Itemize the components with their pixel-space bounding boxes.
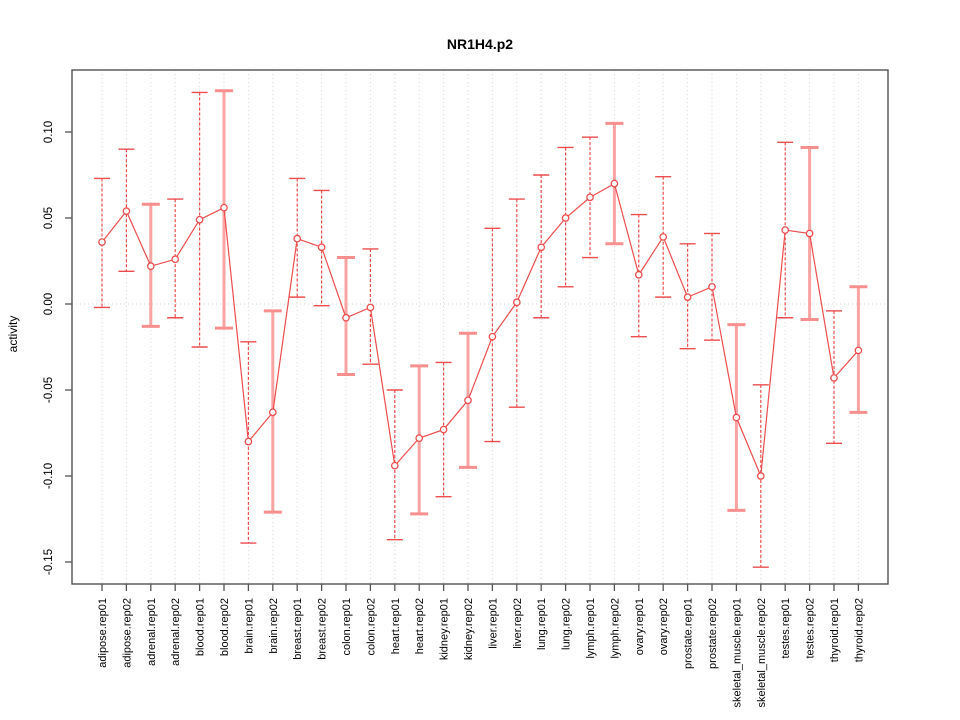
data-point-marker <box>390 461 399 470</box>
x-category-label: thyroid.rep01 <box>829 598 841 662</box>
data-point-marker <box>561 214 570 222</box>
plot-frame <box>71 69 889 585</box>
x-category-label: prostate.rep01 <box>683 598 695 669</box>
y-tick-label: 0.05 <box>43 207 55 229</box>
data-point-marker <box>683 293 692 301</box>
y-tick-label: 0.00 <box>43 293 55 315</box>
data-point-marker <box>537 243 546 252</box>
x-category-label: liver.rep02 <box>512 598 524 649</box>
data-point-marker <box>756 472 765 480</box>
x-category-label: thyroid.rep02 <box>853 598 865 662</box>
x-category-label: brain.rep02 <box>268 598 280 654</box>
data-point-marker <box>342 313 350 322</box>
data-point-marker <box>732 413 741 422</box>
x-category-label: lung.rep01 <box>536 598 548 650</box>
x-category-label: heart.rep01 <box>390 598 402 654</box>
x-category-label: colon.rep02 <box>365 598 377 656</box>
x-category-label: kidney.rep01 <box>439 598 451 660</box>
chart-title: NR1H4.p2 <box>446 36 514 52</box>
x-category-label: lung.rep02 <box>561 598 573 650</box>
data-point-marker <box>708 282 716 291</box>
x-category-label: skeletal_muscle.rep01 <box>731 598 743 707</box>
x-category-label: testes.rep02 <box>805 598 817 659</box>
x-category-label: ovary.rep02 <box>658 598 670 655</box>
x-category-label: lymph.rep01 <box>585 598 597 659</box>
data-point-marker <box>317 243 326 252</box>
x-category-label: kidney.rep02 <box>463 598 475 660</box>
data-point-marker <box>830 374 838 382</box>
data-point-marker <box>805 229 814 238</box>
x-category-label: lymph.rep02 <box>609 598 621 659</box>
data-point-marker <box>464 396 472 405</box>
data-point-marker <box>488 332 497 341</box>
data-point-marker <box>781 226 790 234</box>
x-category-label: adipose.rep02 <box>121 598 133 668</box>
x-category-label: liver.rep01 <box>487 598 499 649</box>
x-category-label: breast.rep01 <box>292 598 304 660</box>
x-category-label: adipose.rep01 <box>97 598 109 668</box>
data-point-marker <box>659 233 668 241</box>
data-point-marker <box>854 346 863 355</box>
data-point-marker <box>366 303 375 312</box>
data-point-marker <box>439 425 448 434</box>
data-point-marker <box>195 215 204 224</box>
data-point-marker <box>98 238 106 246</box>
x-category-label: skeletal_muscle.rep02 <box>756 598 768 707</box>
y-tick-label: -0.15 <box>43 549 55 575</box>
data-point-marker <box>512 298 521 307</box>
x-category-label: ovary.rep01 <box>634 598 646 655</box>
x-category-label: heart.rep02 <box>414 598 426 654</box>
data-point-marker <box>293 234 302 243</box>
data-point-marker <box>220 203 228 212</box>
data-point-marker <box>122 207 131 215</box>
series-line <box>101 182 859 477</box>
data-point-marker <box>171 255 180 264</box>
x-category-label: breast.rep02 <box>317 598 329 660</box>
x-category-label: prostate.rep02 <box>707 598 719 669</box>
x-category-label: colon.rep01 <box>341 598 353 656</box>
x-category-label: adrenal.rep01 <box>146 598 158 666</box>
x-category-label: blood.rep01 <box>195 598 207 656</box>
data-point-marker <box>244 437 253 446</box>
data-point-marker <box>268 408 277 417</box>
y-tick-label: 0.10 <box>43 121 55 143</box>
data-point-marker <box>610 179 619 188</box>
x-category-label: brain.rep01 <box>243 598 255 654</box>
x-category-label: adrenal.rep02 <box>170 598 182 666</box>
data-point-marker <box>146 262 155 271</box>
y-tick-label: -0.05 <box>43 377 55 403</box>
y-axis-label: activity <box>6 315 20 353</box>
data-point-marker <box>634 270 643 279</box>
x-category-label: testes.rep01 <box>780 598 792 659</box>
data-point-marker <box>586 193 594 202</box>
x-category-label: blood.rep02 <box>219 598 231 656</box>
data-point-marker <box>415 434 424 443</box>
y-tick-label: -0.10 <box>43 463 55 489</box>
